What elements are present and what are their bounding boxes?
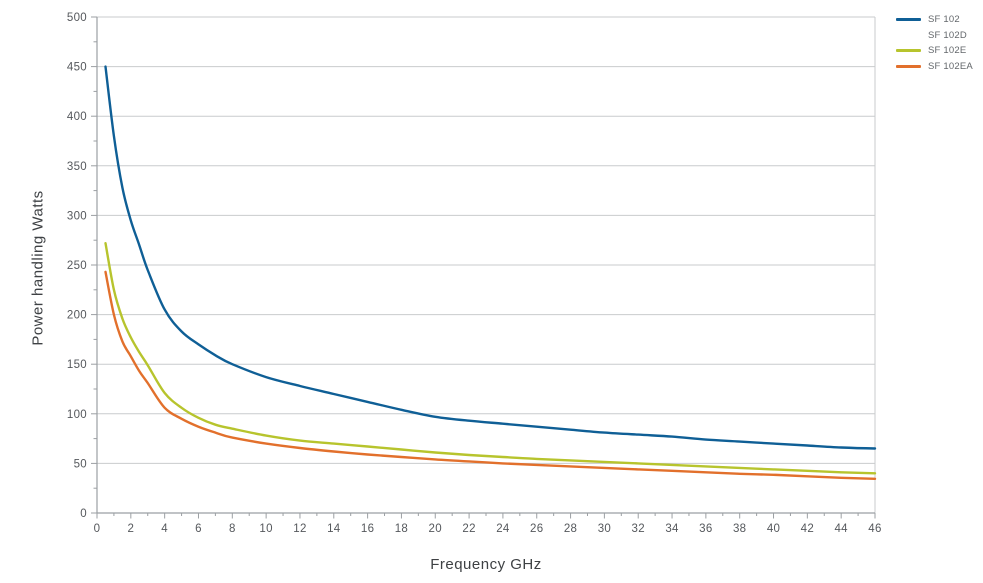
y-tick-label: 50 [74,458,87,470]
x-tick-label: 38 [733,523,746,535]
x-tick-label: 26 [530,523,543,535]
legend-label: SF 102D [928,29,967,41]
x-tick-label: 36 [699,523,712,535]
series-line-sf-102e [104,242,877,475]
x-axis-title: Frequency GHz [430,556,542,573]
legend-item-sf-102: SF 102 [896,12,973,28]
x-tick-label: 10 [259,523,272,535]
legend-item-sf-102e: SF 102E [896,43,973,59]
legend-line-swatch-sf-102d [896,33,921,37]
y-tick-label: 250 [67,260,87,272]
legend-line-swatch-sf-102e [896,49,921,53]
x-tick-label: 12 [293,523,306,535]
y-axis-title: Power handling Watts [29,190,47,346]
chart-legend: SF 102 SF 102D SF 102E SF 102EA [896,12,973,74]
x-tick-label: 20 [429,523,442,535]
x-tick-label: 18 [395,523,408,535]
x-tick-label: 0 [94,523,101,535]
legend-label: SF 102 [928,14,960,26]
y-tick-label: 350 [67,161,87,173]
y-tick-label: 300 [67,210,87,222]
x-tick-label: 30 [598,523,611,535]
series-line-sf-102 [104,65,877,450]
x-tick-label: 40 [767,523,780,535]
x-tick-label: 28 [564,523,577,535]
x-tick-label: 32 [632,523,645,535]
y-tick-label: 100 [67,409,87,421]
y-tick-label: 200 [67,310,87,322]
legend-line-swatch-sf-102ea [896,64,921,68]
legend-label: SF 102EA [928,60,973,72]
series-line-sf-102ea [104,270,877,480]
x-tick-label: 24 [496,523,510,535]
x-tick-label: 34 [665,523,679,535]
x-tick-label: 44 [834,523,848,535]
x-tick-label: 4 [161,523,168,535]
x-tick-label: 22 [462,523,475,535]
legend-item-sf-102d: SF 102D [896,28,973,44]
legend-item-sf-102ea: SF 102EA [896,59,973,75]
y-tick-label: 450 [67,62,87,74]
y-tick-label: 400 [67,111,87,123]
x-tick-label: 6 [195,523,202,535]
x-tick-label: 14 [327,523,341,535]
x-tick-label: 8 [229,523,236,535]
y-tick-label: 0 [80,508,87,520]
x-tick-label: 16 [361,523,374,535]
y-tick-label: 150 [67,359,87,371]
x-tick-label: 46 [868,523,881,535]
x-tick-label: 42 [801,523,814,535]
y-tick-label: 500 [67,12,87,24]
x-tick-label: 2 [127,523,134,535]
legend-label: SF 102E [928,45,967,57]
legend-line-swatch-sf-102 [896,18,921,22]
